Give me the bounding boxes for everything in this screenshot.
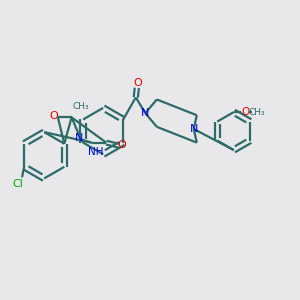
Text: CH₃: CH₃ [248, 108, 265, 117]
Text: N: N [75, 134, 83, 143]
Text: Cl: Cl [12, 179, 23, 189]
Text: O: O [118, 140, 127, 150]
Text: N: N [190, 124, 198, 134]
Text: O: O [49, 111, 58, 121]
Text: O: O [241, 107, 249, 117]
Text: N: N [141, 108, 149, 118]
Text: NH: NH [88, 147, 103, 157]
Text: CH₃: CH₃ [73, 102, 89, 111]
Text: O: O [134, 78, 142, 88]
